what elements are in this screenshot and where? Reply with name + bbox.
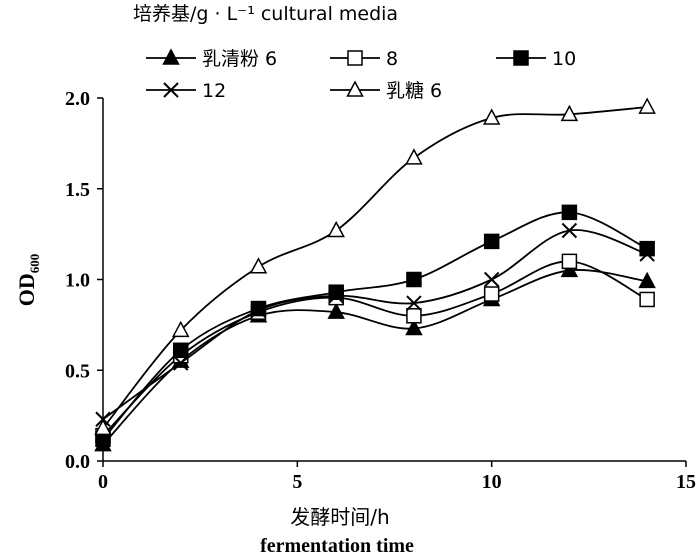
x-axis-label-en: fermentation time xyxy=(260,535,414,557)
legend-item: 12 xyxy=(146,80,226,102)
data-point xyxy=(327,220,345,238)
plot-area xyxy=(94,97,656,452)
data-point xyxy=(483,233,500,250)
data-point xyxy=(406,295,422,311)
data-point xyxy=(482,108,501,125)
y-tick-label: 1.0 xyxy=(65,270,90,292)
legend-item: 10 xyxy=(496,48,576,70)
data-point xyxy=(638,271,656,289)
y-tick-label: 1.5 xyxy=(65,179,90,201)
data-point xyxy=(250,302,267,319)
legend-marker xyxy=(346,80,364,97)
series-line xyxy=(102,229,648,420)
data-point xyxy=(328,288,344,304)
y-axis-label: OD600 xyxy=(14,254,42,307)
data-point xyxy=(173,355,189,371)
series-5 xyxy=(94,97,656,436)
data-point xyxy=(171,320,190,338)
data-point xyxy=(327,302,345,319)
data-point xyxy=(483,286,500,302)
y-tick-label: 0.5 xyxy=(65,360,90,382)
legend-item: 8 xyxy=(330,48,398,70)
y-axis-label-subscript: 600 xyxy=(27,254,42,274)
data-point xyxy=(249,257,268,274)
data-point xyxy=(405,148,423,165)
legend-label: 8 xyxy=(386,48,398,70)
legend-label: 10 xyxy=(552,48,576,70)
legend-item: 乳糖 6 xyxy=(330,80,442,102)
legend-item: 乳清粉 6 xyxy=(146,48,277,70)
legend-title: 培养基/g · L⁻¹ cultural media xyxy=(133,3,398,25)
data-point xyxy=(638,97,656,114)
x-tick-label: 15 xyxy=(676,471,696,493)
data-point xyxy=(560,260,579,278)
legend: 培养基/g · L⁻¹ cultural media 乳清粉 6 8 10 12 乳糖 … xyxy=(133,3,576,102)
data-point xyxy=(406,271,422,288)
y-tick-label: 2.0 xyxy=(65,88,90,110)
data-point xyxy=(405,318,423,336)
data-point xyxy=(639,246,655,262)
legend-label: 12 xyxy=(202,80,226,102)
x-tick-label: 0 xyxy=(98,471,108,493)
data-point xyxy=(561,222,578,239)
data-point xyxy=(406,308,422,324)
data-point xyxy=(483,271,500,288)
x-tick-label: 5 xyxy=(292,471,302,493)
data-point xyxy=(560,104,579,122)
axes: 0.0 0.5 1.0 1.5 2.0 0 5 10 15 xyxy=(65,88,696,493)
x-tick-label: 10 xyxy=(482,471,502,493)
legend-marker xyxy=(162,48,180,65)
data-point xyxy=(639,291,655,308)
data-point xyxy=(94,418,112,436)
x-axis-label: 发酵时间/h xyxy=(290,505,389,529)
data-point xyxy=(561,253,578,270)
y-tick-label: 0.0 xyxy=(65,451,90,473)
legend-marker xyxy=(163,82,179,98)
data-point xyxy=(561,204,578,221)
legend-label: 乳糖 6 xyxy=(386,80,442,102)
legend-label: 乳清粉 6 xyxy=(202,48,277,70)
data-point xyxy=(172,342,189,359)
legend-marker xyxy=(513,50,529,66)
legend-marker xyxy=(347,50,363,66)
y-axis-label-main: OD xyxy=(14,273,39,306)
